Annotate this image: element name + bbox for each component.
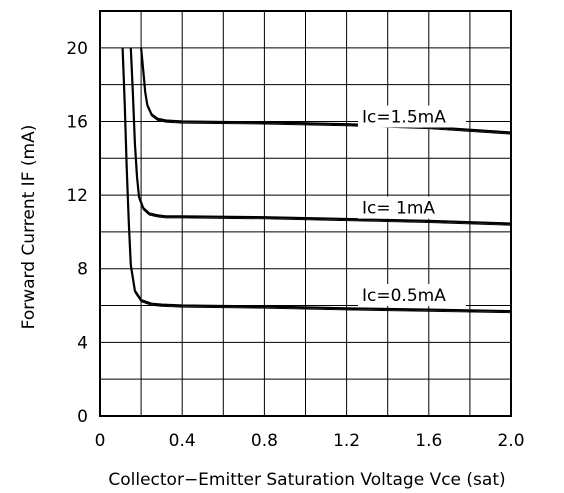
- x-tick-label: 0.4: [169, 431, 196, 451]
- curve-label-background: [358, 196, 466, 219]
- x-tick-label: 1.6: [415, 431, 442, 451]
- plot-frame: [99, 10, 512, 417]
- x-axis-label: Collector−Emitter Saturation Voltage Vce…: [108, 470, 505, 490]
- x-tick-label: 2.0: [497, 431, 524, 451]
- y-tick-label: 16: [66, 112, 88, 132]
- series-layer: [121, 47, 512, 314]
- curve-label: Ic=0.5mA: [362, 286, 446, 306]
- y-tick-labels: 0 4 8 12 16 20: [66, 39, 88, 427]
- x-tick-label: 0: [95, 431, 106, 451]
- curve-label-background: [358, 105, 466, 128]
- series-line: [121, 47, 512, 313]
- y-tick-label: 20: [66, 39, 88, 59]
- curve-label: Ic=1.5mA: [362, 108, 446, 128]
- y-tick-label: 0: [77, 407, 88, 427]
- curve-label-background: [358, 284, 466, 307]
- x-tick-label: 0.8: [251, 431, 278, 451]
- curve-labels: Ic=0.5mA Ic= 1mA Ic=1.5mA: [358, 105, 466, 307]
- y-axis-label: Forward Current IF (mA): [19, 125, 39, 330]
- series-line-shadow: [130, 49, 512, 226]
- x-tick-labels: 0 0.4 0.8 1.2 1.6 2.0: [95, 431, 525, 451]
- y-tick-label: 4: [77, 333, 88, 353]
- y-tick-label: 12: [66, 186, 88, 206]
- y-tick-label: 8: [77, 260, 88, 280]
- series-line-shadow: [122, 49, 512, 314]
- curve-label: Ic= 1mA: [362, 199, 435, 219]
- x-tick-label: 1.2: [333, 431, 360, 451]
